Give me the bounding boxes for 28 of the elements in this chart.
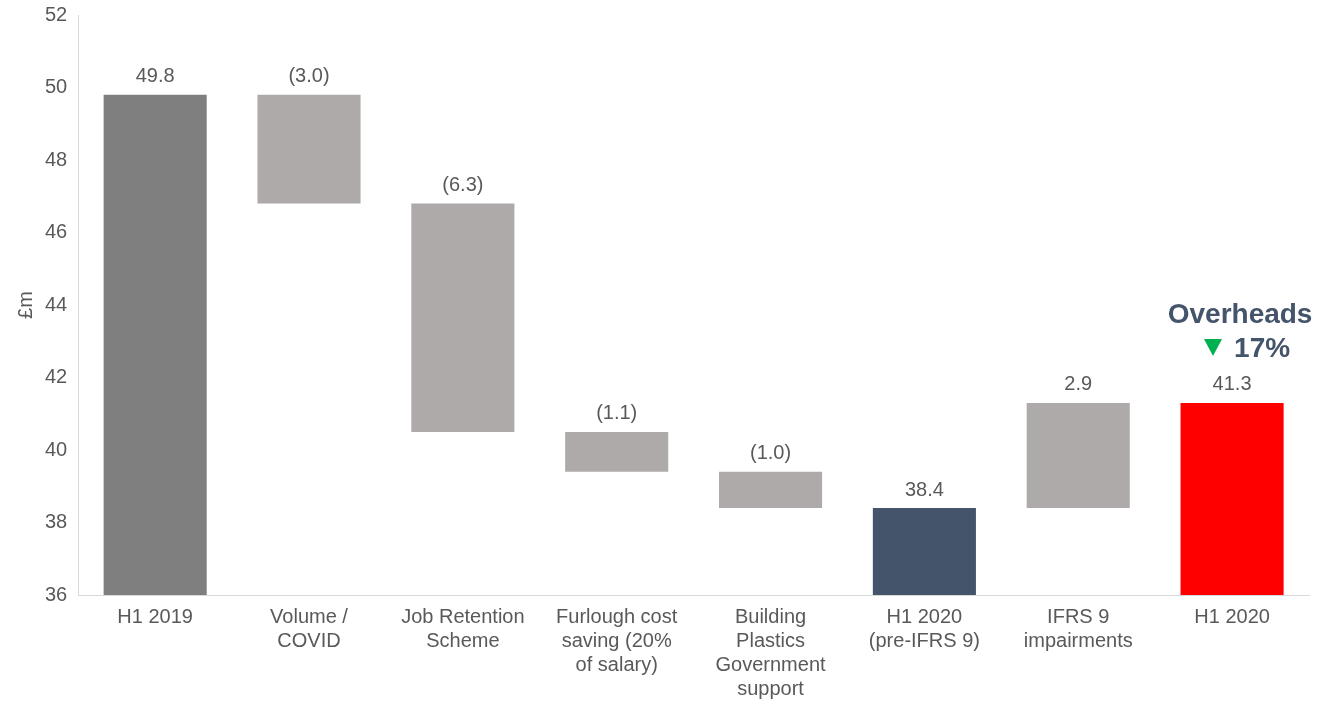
data-label: 41.3 xyxy=(1212,372,1252,395)
x-tick-label: IFRS 9 impairments xyxy=(1023,604,1133,651)
data-label: (1.0) xyxy=(749,441,792,464)
data-label: 49.8 xyxy=(135,64,175,87)
y-tick-label: 50 xyxy=(45,75,68,98)
y-tick-label: 36 xyxy=(45,582,68,605)
y-axis-title: £m xyxy=(13,291,36,319)
x-tick-label: H1 2019 xyxy=(117,604,193,627)
x-tick-label: Furlough cost saving (20% of salary) xyxy=(556,604,678,675)
y-tick-label: 42 xyxy=(45,365,68,388)
y-tick-label: 52 xyxy=(45,2,68,25)
data-label: 2.9 xyxy=(1064,372,1093,395)
x-tick-label: Job Retention Scheme xyxy=(401,604,525,651)
data-label: (1.1) xyxy=(596,401,638,424)
annotation: 17% xyxy=(1234,331,1291,363)
data-label: (6.3) xyxy=(442,173,484,196)
x-tick-label: Building Plastics Government support xyxy=(715,604,827,699)
x-tick-label: Volume / COVID xyxy=(270,604,349,651)
y-tick-label: 48 xyxy=(45,147,68,170)
x-tick-label: H1 2020 xyxy=(1194,604,1270,627)
y-tick-label: 44 xyxy=(45,292,68,315)
data-label: (3.0) xyxy=(288,64,330,87)
y-tick-label: 38 xyxy=(45,510,68,533)
x-tick-label: H1 2020 (pre-IFRS 9) xyxy=(868,604,980,651)
annotation: Overheads xyxy=(1167,297,1313,329)
y-tick-label: 40 xyxy=(45,437,68,460)
data-label: 38.4 xyxy=(904,477,944,500)
y-tick-label: 46 xyxy=(45,220,68,243)
